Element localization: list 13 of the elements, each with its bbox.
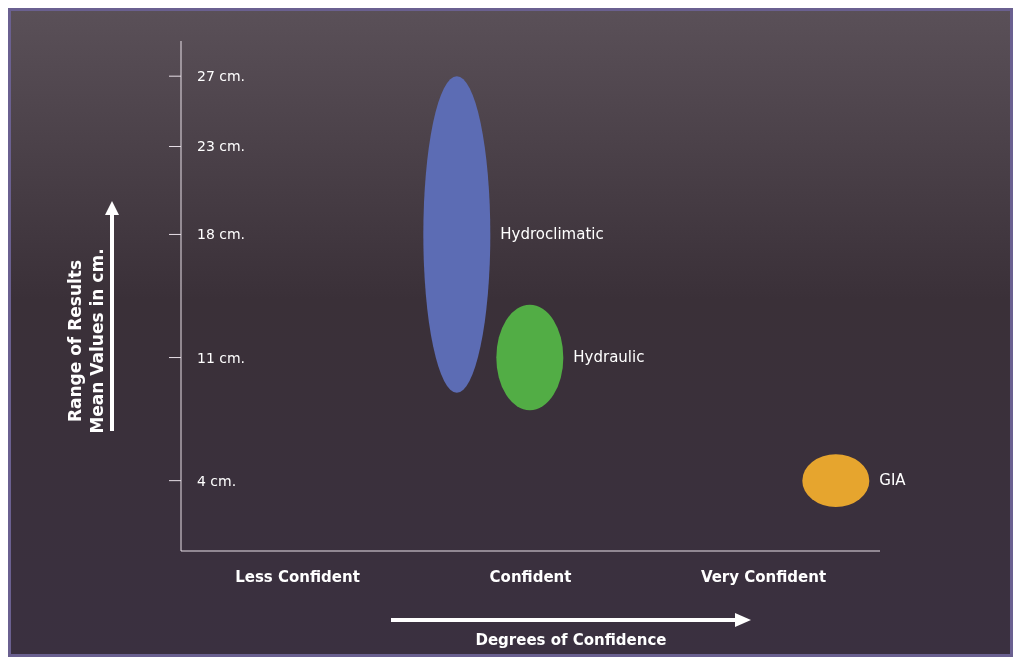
x-axis-title: Degrees of Confidence	[474, 631, 668, 649]
y-tick-label: 23 cm.	[197, 138, 246, 155]
y-axis-title: Range of Results Mean Values in cm.	[65, 248, 107, 434]
series-label: Hydraulic	[573, 348, 645, 367]
x-tick-label: Very Confident	[700, 567, 827, 586]
series-label: GIA	[879, 471, 907, 490]
x-tick-label: Confident	[489, 567, 572, 586]
y-tick-label: 27 cm.	[197, 68, 246, 85]
series-label: Hydroclimatic	[500, 224, 604, 243]
x-tick-label: Less Confident	[235, 567, 360, 586]
y-tick-label: 11 cm.	[197, 349, 246, 366]
y-tick-label: 4 cm.	[197, 472, 237, 489]
y-tick-label: 18 cm.	[197, 226, 246, 243]
